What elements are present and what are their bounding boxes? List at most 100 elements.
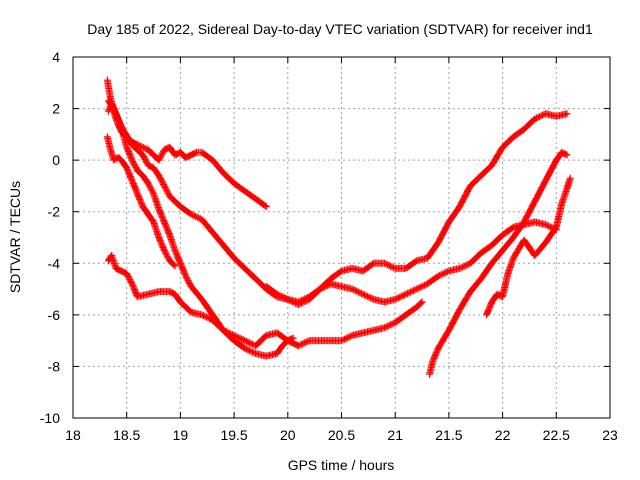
data-point — [491, 164, 493, 167]
data-point — [329, 339, 332, 342]
data-point — [174, 154, 176, 156]
data-point — [152, 221, 155, 223]
data-point — [168, 146, 171, 149]
y-tick-label: -8 — [48, 358, 61, 374]
data-point — [383, 262, 386, 265]
data-point — [534, 221, 536, 223]
data-point — [469, 262, 472, 265]
data-point — [113, 159, 115, 161]
data-point — [222, 244, 225, 247]
data-point — [297, 345, 300, 347]
grid — [73, 57, 610, 418]
data-point — [362, 270, 364, 272]
data-point — [201, 298, 203, 301]
chart-title: Day 185 of 2022, Sidereal Day-to-day VTE… — [87, 21, 593, 37]
data-point — [106, 79, 109, 82]
data-point — [491, 262, 493, 265]
data-point — [254, 345, 257, 347]
data-point — [448, 329, 450, 332]
series-track-4 — [104, 252, 426, 360]
data-point — [163, 185, 166, 187]
data-point — [534, 118, 536, 120]
series-markers — [483, 174, 574, 319]
data-point — [469, 185, 472, 187]
data-point — [201, 314, 203, 316]
data-point — [244, 190, 246, 192]
data-point — [319, 288, 321, 290]
data-point — [107, 100, 110, 102]
data-point — [211, 231, 214, 234]
data-point — [109, 97, 112, 100]
data-point — [383, 301, 386, 303]
data-point — [555, 115, 558, 118]
data-point — [426, 257, 429, 259]
data-point — [222, 172, 225, 174]
data-point — [163, 149, 166, 151]
data-point — [125, 146, 128, 149]
data-point — [158, 208, 160, 210]
data-point — [437, 347, 439, 350]
data-point — [163, 249, 166, 252]
data-point — [168, 290, 171, 293]
data-point — [147, 213, 149, 216]
x-tick-label: 22 — [495, 427, 511, 443]
data-point — [265, 334, 268, 337]
data-point — [372, 262, 375, 265]
data-point — [244, 267, 246, 270]
data-point — [131, 143, 133, 146]
data-point — [142, 154, 144, 156]
x-tick-label: 23 — [602, 427, 618, 443]
data-point — [394, 298, 397, 301]
data-point — [308, 339, 311, 342]
data-point — [501, 296, 504, 298]
data-point — [158, 159, 160, 161]
data-point — [496, 293, 499, 296]
data-point — [405, 293, 407, 296]
data-point — [106, 136, 109, 138]
data-point — [329, 283, 332, 285]
data-point — [491, 301, 493, 303]
data-point — [179, 151, 182, 154]
data-point — [168, 259, 171, 262]
data-point — [120, 159, 123, 161]
data-point — [131, 283, 133, 285]
data-point — [512, 236, 515, 239]
data-point — [523, 128, 525, 130]
data-point — [233, 257, 235, 259]
data-point — [233, 182, 235, 185]
series-track-8 — [483, 174, 574, 319]
data-point — [405, 314, 407, 316]
axis-ticks: 18 18.5 19 19.5 20 20.5 21 21.5 22 22.5 23420-2-4-… — [40, 49, 618, 443]
data-point — [372, 329, 375, 332]
data-point — [211, 159, 214, 161]
data-point — [458, 308, 461, 311]
data-point — [276, 352, 278, 355]
series-track-5 — [104, 99, 297, 350]
data-point — [158, 174, 160, 177]
data-point — [120, 125, 123, 128]
data-point — [491, 244, 493, 247]
data-point — [485, 314, 488, 316]
data-point — [136, 192, 139, 195]
data-point — [142, 205, 144, 208]
data-point — [340, 285, 343, 288]
data-point — [329, 277, 332, 280]
data-point — [152, 167, 155, 169]
data-point — [351, 334, 354, 337]
data-point — [383, 326, 386, 329]
data-point — [107, 110, 110, 112]
data-point — [544, 112, 547, 115]
data-point — [292, 342, 294, 345]
series-track-2 — [104, 97, 560, 306]
x-axis-label: GPS time / hours — [288, 457, 395, 473]
data-point — [394, 321, 397, 324]
data-point — [287, 339, 289, 342]
data-point — [222, 329, 225, 332]
series-track-7 — [426, 148, 571, 378]
data-point — [152, 192, 155, 195]
data-point — [131, 179, 133, 182]
data-point — [319, 339, 321, 342]
data-point — [544, 179, 547, 182]
y-tick-label: -6 — [48, 307, 61, 323]
data-point — [480, 252, 482, 254]
